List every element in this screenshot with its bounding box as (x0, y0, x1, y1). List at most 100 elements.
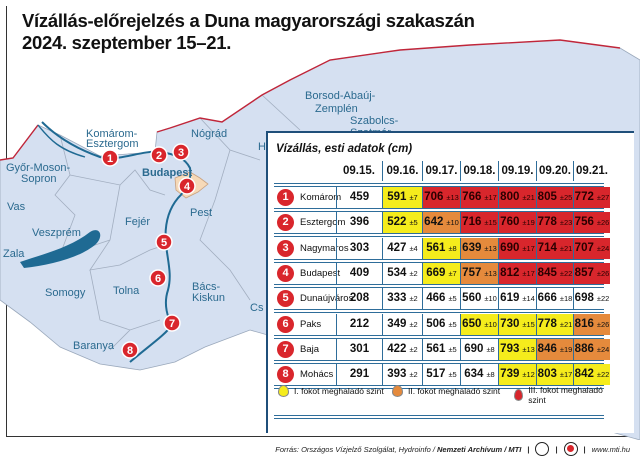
value-cell: 301 (336, 338, 382, 360)
station-name: Mohács (300, 369, 334, 381)
station-name: Paks (300, 318, 322, 330)
label-veszprem: Veszprém (32, 227, 81, 239)
label-fejer: Fejér (125, 216, 150, 228)
legend: I. fokot meghaladó szint II. fokot megha… (274, 385, 604, 405)
mti-logo-icon (563, 442, 578, 456)
moson-danube (37, 124, 86, 158)
forecast-cell: 707 ±24 (573, 237, 610, 259)
station-name: Komárom (300, 192, 342, 203)
station-name: Nagymaros (300, 242, 349, 254)
value-cell: 212 (336, 313, 382, 335)
forecast-cell: 333 ±2 (382, 288, 422, 310)
forecast-cell: 706 ±13 (422, 187, 460, 208)
forecast-cell: 422 ±2 (382, 338, 422, 360)
forecast-cell: 730 ±15 (498, 313, 536, 335)
forecast-cell: 842 ±22 (573, 364, 610, 386)
svg-text:6: 6 (155, 273, 161, 285)
forecast-cell: 560 ±10 (460, 288, 498, 310)
forecast-cell: 634 ±8 (460, 364, 498, 386)
label-baranya: Baranya (73, 340, 115, 352)
station-number: 4 (277, 264, 294, 282)
website-link[interactable]: www.mti.hu (591, 444, 630, 454)
forecast-cell: 772 ±27 (573, 187, 610, 208)
forecast-cell: 805 ±25 (536, 187, 573, 208)
forecast-cell: 857 ±26 (573, 262, 610, 284)
svg-text:2: 2 (156, 150, 162, 162)
value-cell: 291 (336, 364, 382, 386)
label-vas: Vas (7, 201, 26, 213)
label-bacs-2: Kiskun (192, 292, 225, 304)
label-budapest: Budapest (142, 167, 192, 179)
forecast-cell: 393 ±2 (382, 364, 422, 386)
station-name: Esztergom (300, 217, 346, 229)
label-csongrad: Cs (250, 302, 264, 314)
forecast-cell: 466 ±5 (422, 288, 460, 310)
table-row: 6 Paks 212 349 ±2 506 ±5 650 ±10 730 ±15 778 ±21 81… (274, 313, 610, 335)
label-zala: Zala (3, 248, 25, 260)
forecast-cell: 812 ±17 (498, 262, 536, 284)
divider (6, 436, 634, 437)
water-level-table-panel: Vízállás, esti adatok (cm) 09.15. 09.16. 0… (266, 131, 634, 433)
table-row: 7 Baja 301 422 ±2 561 ±5 690 ±8 793 ±13 846 ±19 886… (274, 338, 610, 360)
forecast-cell: 642 ±10 (422, 212, 460, 234)
svg-text:8: 8 (127, 345, 133, 357)
title-line-1: Vízállás-előrejelzés a Duna magyarország… (22, 10, 475, 31)
map-marker-2: 2 (150, 146, 168, 164)
source-text: Forrás: Országos Vízjelző Szolgálat, Hyd… (275, 444, 522, 454)
forecast-cell: 650 ±10 (460, 313, 498, 335)
northern-border (0, 124, 39, 161)
map-marker-8: 8 (121, 341, 139, 359)
station-name: Baja (300, 343, 320, 355)
station-number: 3 (277, 239, 294, 257)
forecast-cell: 714 ±21 (536, 237, 573, 259)
footer: Forrás: Országos Vízjelző Szolgálat, Hyd… (275, 442, 630, 456)
label-heves: H (258, 141, 266, 153)
map-marker-1: 1 (101, 149, 119, 167)
station-number: 1 (277, 189, 294, 206)
northern-border-east (156, 39, 621, 133)
station-number: 7 (277, 340, 294, 358)
forecast-cell: 757 ±13 (460, 262, 498, 284)
value-cell: 396 (336, 212, 382, 234)
divider (274, 359, 604, 364)
forecast-cell: 845 ±22 (536, 262, 573, 284)
label-borsod-2: Zemplén (315, 103, 358, 115)
divider (274, 309, 604, 314)
legend-item-level-2: II. fokot meghaladó szint (392, 385, 500, 397)
forecast-cell: 846 ±19 (536, 338, 573, 360)
forecast-cell: 698 ±22 (573, 288, 610, 310)
map-marker-7: 7 (163, 314, 181, 332)
divider (274, 334, 604, 339)
legend-item-level-1: I. fokot meghaladó szint (278, 385, 384, 397)
forecast-cell: 739 ±12 (498, 364, 536, 386)
forecast-cell: 349 ±2 (382, 313, 422, 335)
label-szabolcs-1: Szabolcs- (350, 115, 399, 127)
station-name: Dunaújváros (300, 293, 354, 305)
date-header: 09.21. (573, 161, 610, 181)
svg-text:4: 4 (184, 181, 191, 193)
forecast-cell: 561 ±5 (422, 338, 460, 360)
forecast-cell: 756 ±26 (573, 212, 610, 234)
station-number: 2 (277, 214, 294, 232)
forecast-cell: 534 ±2 (382, 262, 422, 284)
date-header: 09.15. (343, 165, 375, 177)
yellow-drop-icon (278, 385, 289, 397)
forecast-cell: 766 ±17 (460, 187, 498, 208)
table-row: 1 Komárom 459 591 ±7 706 ±13 766 ±17 800 ±21 805 ±… (274, 187, 610, 208)
label-pest: Pest (190, 207, 212, 219)
map-marker-4: 4 (178, 177, 196, 195)
table-row: 3 Nagymaros 303 427 ±4 561 ±8 639 ±13 690 ±17 714… (274, 237, 610, 259)
forecast-cell: 716 ±15 (460, 212, 498, 234)
red-drop-icon (514, 389, 524, 401)
forecast-cell: 591 ±7 (382, 187, 422, 208)
label-somogy: Somogy (45, 287, 86, 299)
forecast-cell: 778 ±21 (536, 313, 573, 335)
forecast-cell: 690 ±17 (498, 237, 536, 259)
label-nograd: Nógrád (191, 128, 227, 140)
label-borsod-1: Borsod-Abaúj- (305, 90, 376, 102)
forecast-cell: 793 ±13 (498, 338, 536, 360)
date-header: 09.17. (422, 161, 460, 181)
svg-text:1: 1 (107, 153, 113, 165)
title-line-2: 2024. szeptember 15–21. (22, 32, 232, 53)
forecast-cell: 760 ±19 (498, 212, 536, 234)
